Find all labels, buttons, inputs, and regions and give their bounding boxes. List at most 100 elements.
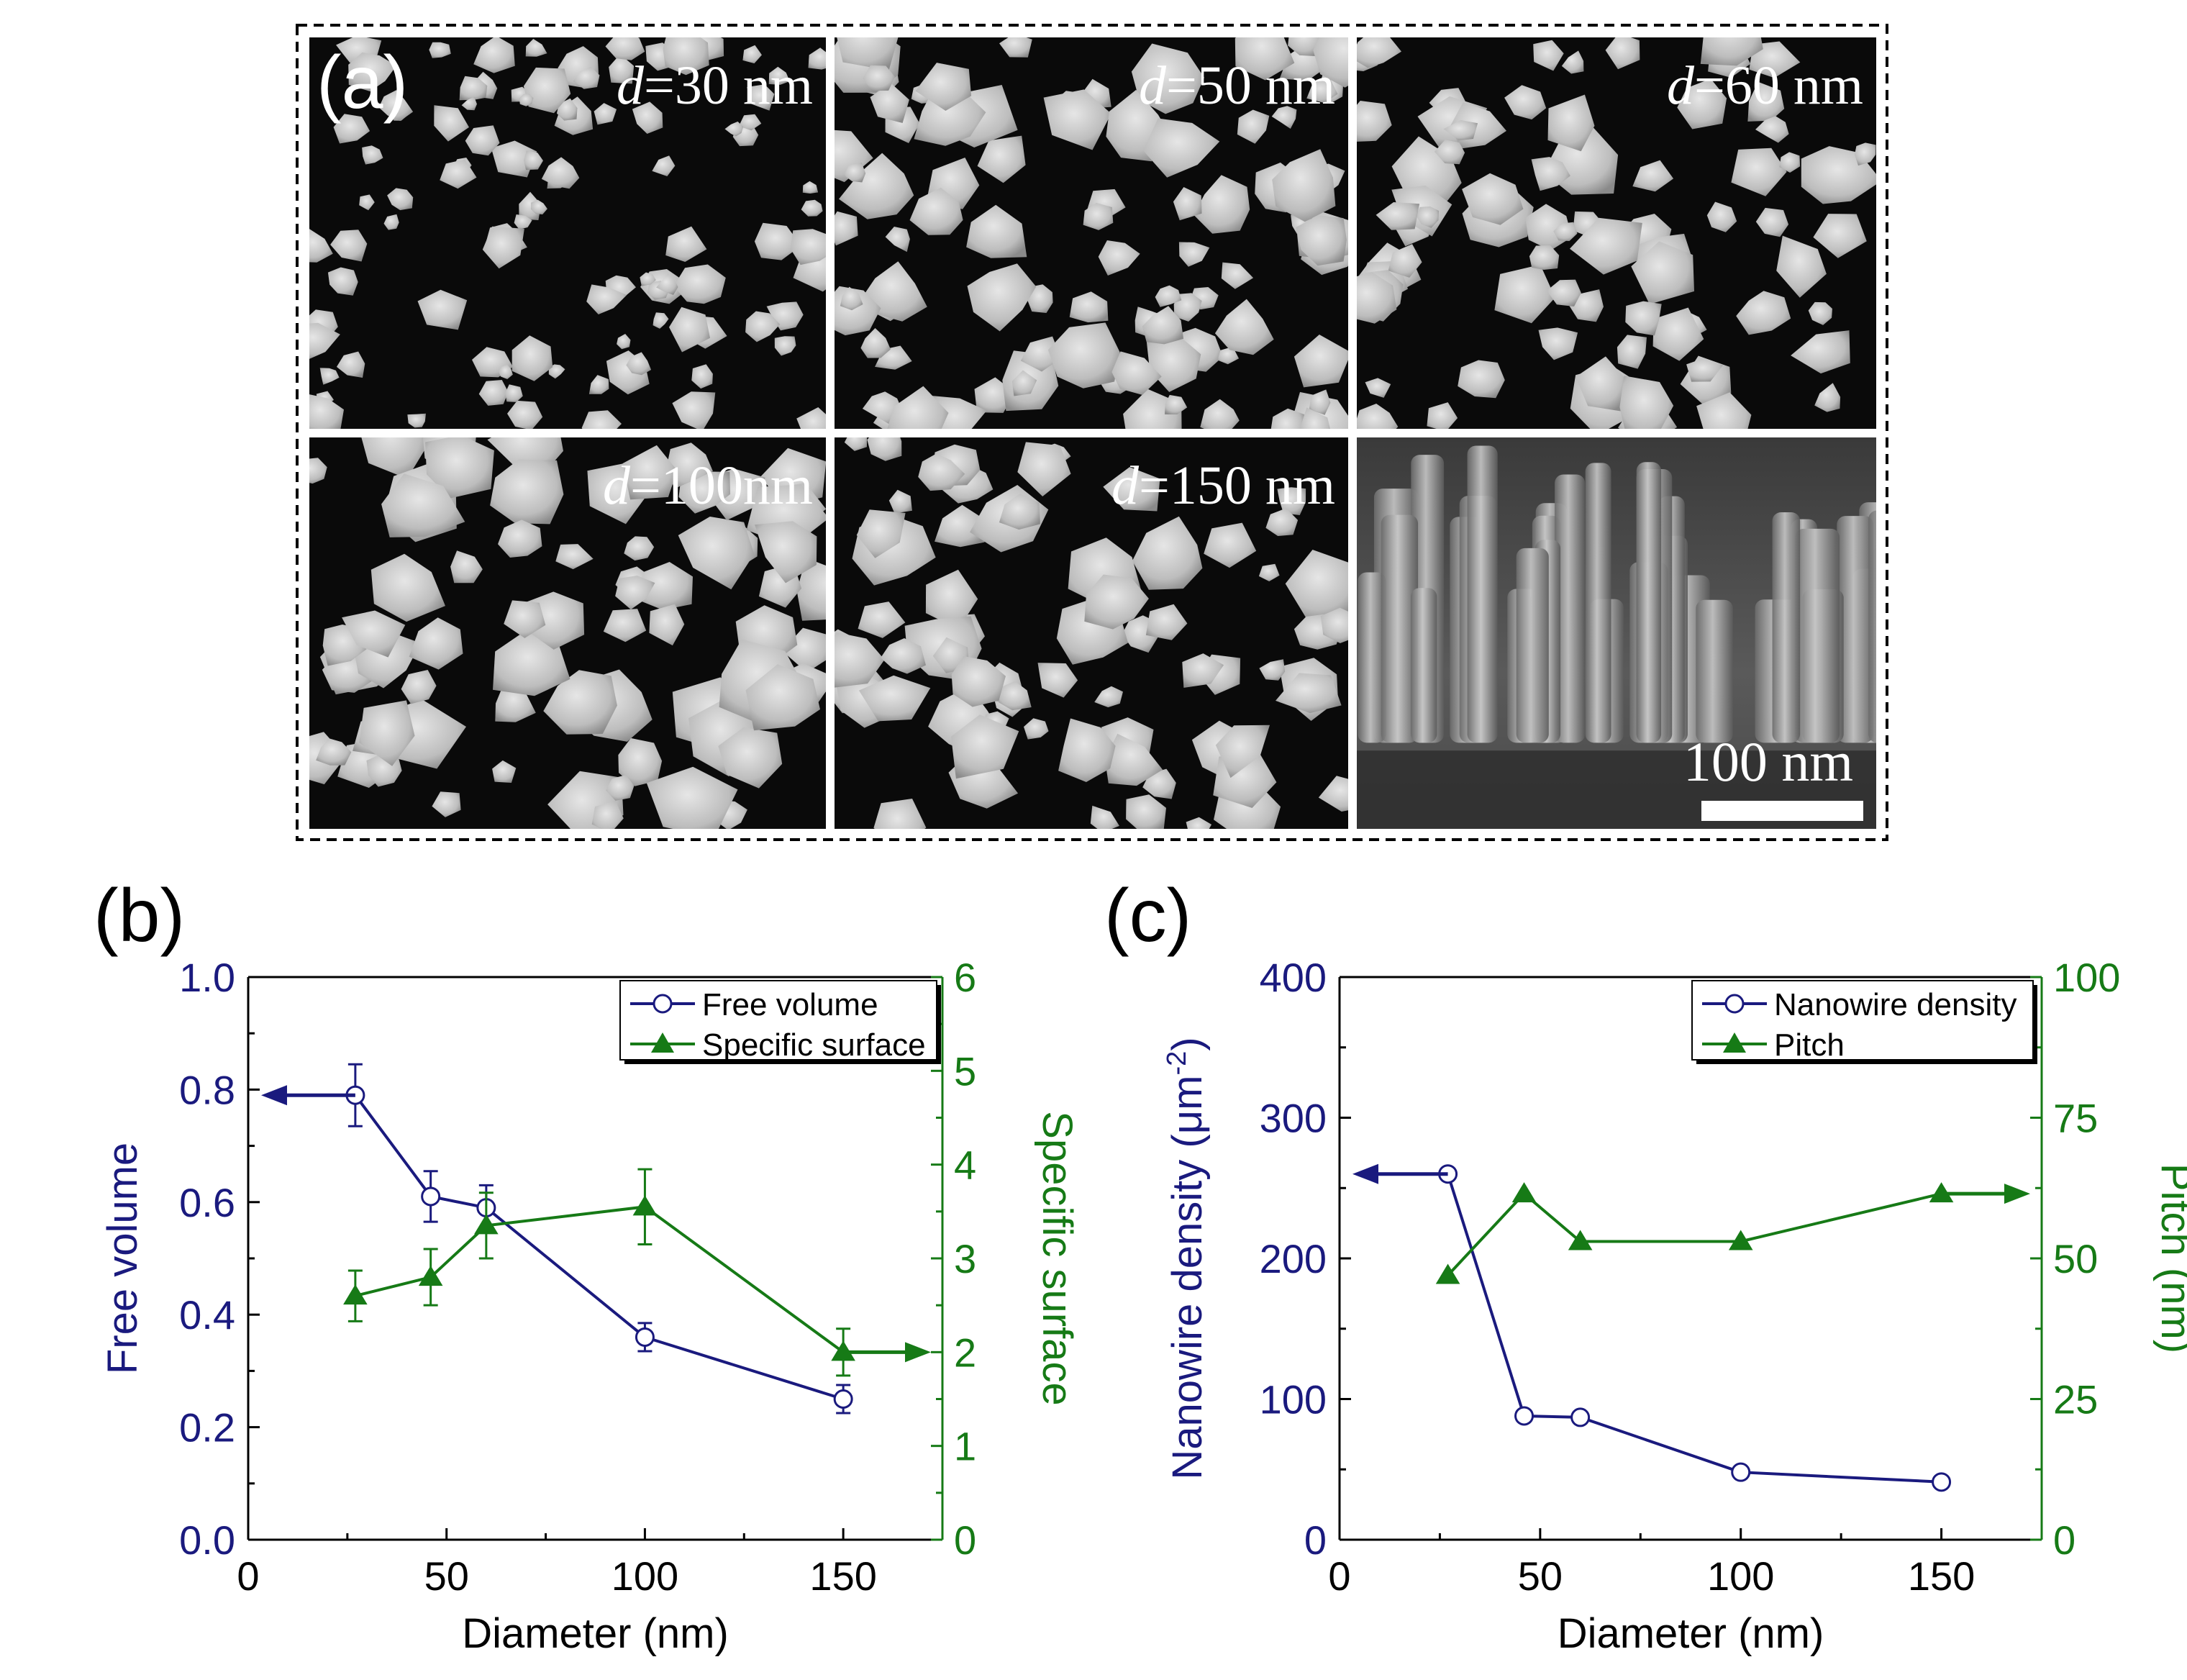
nanowire-top (588, 375, 609, 394)
nanowire-top (646, 766, 738, 829)
nanowire-top (840, 286, 863, 311)
legend-label: Free volume (702, 987, 878, 1022)
nanowire-top (492, 760, 517, 783)
data-point (343, 1284, 368, 1305)
nanowire-top (1214, 299, 1274, 355)
diameter-value: =30 nm (644, 55, 813, 116)
x-tick-label: 50 (1518, 1553, 1563, 1599)
nanowire-top (617, 334, 631, 350)
nanowire-top (747, 84, 775, 111)
nanowire-top (361, 437, 427, 479)
nanowire-top (606, 775, 635, 801)
nanowire-top (1357, 37, 1401, 68)
legend-marker (1723, 1032, 1746, 1053)
nanowire-top (1561, 50, 1584, 74)
nanowire-top (1131, 43, 1204, 114)
nanowire-top (1271, 106, 1297, 129)
y-left-tick-label: 300 (1260, 1096, 1327, 1141)
x-tick-label: 100 (1707, 1553, 1774, 1599)
nanowire-top (381, 473, 465, 537)
series-line-nanowire-density (1446, 1173, 1942, 1484)
nanowire-top (999, 37, 1032, 58)
nanowire-top (1462, 173, 1524, 225)
nanowire-top (573, 66, 600, 89)
nanowire-top (478, 380, 509, 406)
y-right-tick-label: 4 (954, 1143, 976, 1188)
x-tick-label: 0 (237, 1553, 259, 1599)
nanowire-top (1376, 202, 1420, 230)
nanowire-top (935, 504, 985, 548)
nanowire-top (909, 187, 963, 235)
y-left-tick-label: 0.0 (179, 1517, 235, 1563)
nanowire-top (1458, 360, 1505, 399)
nanowire-top (914, 88, 986, 146)
nanowire-pillar (1636, 462, 1662, 743)
nanowire-top (336, 351, 365, 378)
nanowire-top (951, 714, 1019, 779)
nanowire-top (1696, 392, 1752, 429)
legend: Nanowire density Pitch (1691, 980, 2037, 1064)
nanowire-top (359, 700, 415, 766)
nanowire-top (309, 458, 327, 484)
y-left-tick-label: 0 (1304, 1517, 1327, 1563)
legend: Free volume Specific surface (619, 980, 941, 1064)
nanowire-top (1111, 351, 1162, 395)
nanowire-top (673, 264, 726, 304)
y-right-tick-label: 3 (954, 1236, 976, 1281)
nanowire-top (665, 226, 707, 262)
data-point (421, 1186, 441, 1207)
nanowire-top (1365, 378, 1391, 398)
nanowire-top (459, 76, 488, 101)
y-left-tick-label: 200 (1260, 1236, 1327, 1281)
diameter-symbol: d (1139, 55, 1167, 116)
nanowire-top (461, 96, 477, 111)
nanowire-top (1320, 607, 1348, 643)
nanowire-pillar (1358, 572, 1386, 743)
nanowire-top (499, 364, 513, 379)
nanowire-top (383, 214, 399, 230)
nanowire-top (1084, 574, 1149, 630)
nanowire-top (429, 42, 451, 58)
nanowire-top (543, 670, 617, 735)
nanowire-top (1706, 201, 1737, 232)
nanowire-top (977, 135, 1026, 183)
data-point (1731, 1462, 1751, 1482)
y-right-tick-label: 75 (2053, 1096, 2098, 1141)
legend-marker (1724, 994, 1745, 1014)
nanowire-top (1235, 37, 1295, 81)
diameter-label: d=50 nm (1139, 55, 1335, 116)
nanowire-top (1285, 550, 1348, 620)
nanowire-top (888, 489, 912, 514)
nanowire-top (1293, 335, 1348, 388)
nanowire-top (766, 301, 804, 331)
nanowire-top (835, 130, 873, 183)
nanowire-top (1357, 404, 1399, 429)
nanowire-top (1434, 140, 1465, 165)
nanowire-top (417, 289, 468, 330)
nanowire-top (1132, 516, 1203, 590)
nanowire-top (1155, 285, 1182, 307)
nanowire-top (473, 37, 515, 73)
nanowire-top (802, 181, 819, 194)
nanowire-top (524, 150, 543, 171)
nanowire-top (531, 199, 547, 215)
data-point (632, 1195, 658, 1216)
nanowire-pillar (1585, 463, 1611, 743)
nanowire-top (1200, 399, 1240, 429)
nanowire-top (1047, 322, 1120, 389)
nanowire-pillar (1411, 588, 1437, 743)
nanowire-top (918, 453, 965, 491)
y-left-tick-label: 100 (1260, 1377, 1327, 1422)
diameter-symbol: d (1111, 455, 1140, 516)
nanowire-top (1625, 301, 1662, 336)
nanowire-top (1221, 262, 1254, 289)
nanowire-top (796, 407, 826, 429)
nanowire-top (1237, 109, 1270, 144)
nanowire-top (1123, 389, 1182, 429)
nanowire-top (1193, 175, 1250, 234)
nanowire-top (603, 609, 647, 643)
nanowire-top (739, 114, 762, 131)
nanowire-top (387, 188, 414, 211)
nanowire-top (858, 601, 906, 638)
scale-bar (1701, 801, 1863, 821)
